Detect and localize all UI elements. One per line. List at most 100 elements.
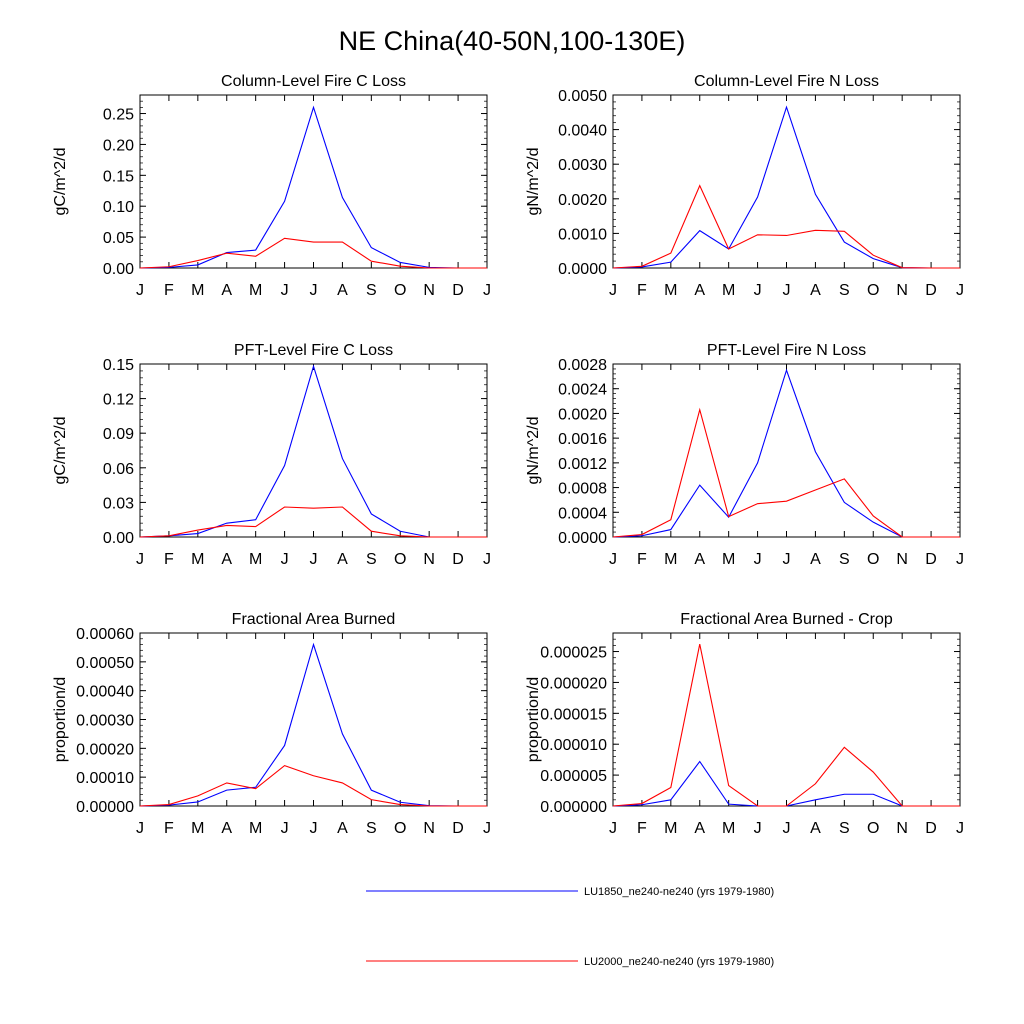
x-tick-label: N [896,551,908,568]
y-tick-label: 0.12 [103,392,134,409]
x-tick-label: J [783,820,791,837]
series-line [139,364,487,538]
panel-title: PFT-Level Fire C Loss [234,342,393,359]
y-tick-label: 0.0000 [558,530,607,547]
plot-frame [139,363,488,538]
y-tick-label: 0.0030 [558,157,607,174]
y-tick-label: 0.00040 [76,684,134,701]
x-tick-label: J [281,282,289,299]
series-line [139,642,487,807]
series-line [139,105,487,269]
y-tick-label: 0.00060 [76,626,134,643]
panel-title: Fractional Area Burned [232,611,396,628]
y-tick-label: 0.0000 [558,261,607,278]
y-tick-label: 0.0008 [558,481,607,498]
x-tick-label: S [366,551,377,568]
plot-frame [612,363,961,538]
x-tick-label: O [394,282,406,299]
x-tick-label: A [810,820,821,837]
y-tick-label: 0.00 [103,530,134,547]
y-tick-label: 0.06 [103,461,134,478]
series-line [139,765,487,807]
x-tick-label: O [867,820,879,837]
x-tick-label: D [452,282,464,299]
x-tick-label: J [136,820,144,837]
x-tick-label: J [956,282,964,299]
y-axis-label: gN/m^2/d [525,417,542,485]
y-tick-label: 0.000025 [540,645,607,662]
x-tick-label: S [366,820,377,837]
x-tick-label: J [754,282,762,299]
x-tick-label: J [281,820,289,837]
x-tick-label: M [249,820,262,837]
y-axis-label: gC/m^2/d [52,148,69,216]
chart-panel: Fractional Area Burned - Crop proportion/… [525,611,964,837]
legend-label: LU2000_ne240-ne240 (yrs 1979-1980) [584,956,774,968]
plot-frame [139,632,488,807]
y-tick-label: 0.0010 [558,226,607,243]
panel-title: PFT-Level Fire N Loss [707,342,866,359]
x-tick-label: D [452,820,464,837]
x-tick-label: A [694,282,705,299]
y-tick-label: 0.15 [103,168,134,185]
x-tick-label: M [664,820,677,837]
y-tick-label: 0.0040 [558,123,607,140]
x-tick-label: J [310,282,318,299]
y-axis-label: proportion/d [525,677,542,762]
x-tick-label: A [337,551,348,568]
x-tick-label: J [609,282,617,299]
y-axis-label: gC/m^2/d [52,417,69,485]
y-axis-label: proportion/d [52,677,69,762]
y-tick-label: 0.000010 [540,737,607,754]
x-tick-label: M [191,282,204,299]
x-tick-label: M [249,551,262,568]
x-tick-label: J [956,551,964,568]
legend: LU1850_ne240-ne240 (yrs 1979-1980) LU2000… [366,886,774,968]
x-tick-label: J [136,282,144,299]
x-tick-label: A [221,551,232,568]
x-tick-label: D [925,282,937,299]
x-tick-label: M [191,820,204,837]
y-tick-label: 0.0020 [558,406,607,423]
x-tick-label: A [810,282,821,299]
y-tick-label: 0.0024 [558,382,607,399]
x-tick-label: A [221,820,232,837]
y-tick-label: 0.000005 [540,768,607,785]
x-tick-label: O [867,282,879,299]
x-tick-label: J [783,282,791,299]
y-tick-label: 0.05 [103,230,134,247]
plot-frame [612,94,961,269]
x-tick-label: J [310,551,318,568]
y-tick-label: 0.00010 [76,770,134,787]
x-tick-label: F [637,820,647,837]
y-tick-label: 0.000015 [540,706,607,723]
series-line [612,184,960,269]
panel-title: Column-Level Fire C Loss [221,73,406,90]
x-tick-label: F [164,820,174,837]
x-tick-label: J [483,820,491,837]
y-tick-label: 0.0028 [558,357,607,374]
x-tick-label: A [337,282,348,299]
x-tick-label: M [664,282,677,299]
x-tick-label: M [664,551,677,568]
panel-title: Fractional Area Burned - Crop [680,611,893,628]
x-tick-label: A [810,551,821,568]
y-tick-label: 0.15 [103,357,134,374]
y-tick-label: 0.10 [103,199,134,216]
y-tick-label: 0.0020 [558,192,607,209]
y-tick-label: 0.000000 [540,799,607,816]
series-line [612,644,960,807]
y-axis-label: gN/m^2/d [525,148,542,216]
x-tick-label: M [722,282,735,299]
x-tick-label: J [783,551,791,568]
x-tick-label: F [637,282,647,299]
panel-title: Column-Level Fire N Loss [694,73,879,90]
x-tick-label: J [136,551,144,568]
y-tick-label: 0.0004 [558,505,607,522]
x-tick-label: M [249,282,262,299]
x-tick-label: J [754,551,762,568]
